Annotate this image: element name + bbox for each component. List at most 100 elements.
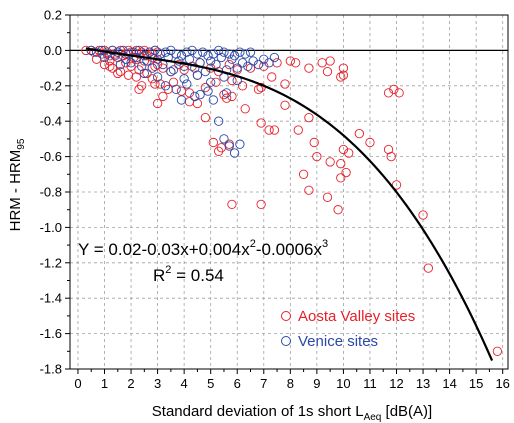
point-aosta bbox=[115, 66, 126, 77]
point-aosta bbox=[391, 180, 402, 190]
fit-equation: Y = 0.02-0.03x+0.004x2-0.0006x3 bbox=[78, 238, 328, 259]
point-aosta bbox=[184, 97, 195, 107]
fit-curve-path bbox=[85, 47, 494, 362]
x-tick-label: 2 bbox=[127, 376, 134, 391]
y-tick-label: -1.8 bbox=[40, 362, 62, 377]
y-tick-label: 0.0 bbox=[44, 43, 62, 58]
point-venice bbox=[182, 47, 192, 57]
point-aosta bbox=[333, 205, 343, 215]
point-venice bbox=[203, 86, 213, 96]
y-tick-label: -0.6 bbox=[40, 149, 62, 164]
point-venice bbox=[155, 49, 165, 59]
point-aosta bbox=[131, 72, 142, 82]
point-venice bbox=[126, 58, 136, 68]
point-aosta bbox=[126, 61, 136, 71]
y-tick-label: -0.8 bbox=[40, 185, 62, 200]
point-aosta bbox=[224, 139, 234, 149]
point-venice bbox=[229, 148, 240, 158]
point-aosta bbox=[240, 104, 250, 114]
point-aosta bbox=[113, 68, 123, 79]
point-aosta bbox=[338, 63, 349, 73]
point-venice bbox=[176, 95, 187, 105]
x-tick-label: 16 bbox=[495, 376, 509, 391]
point-venice bbox=[166, 45, 176, 56]
point-aosta bbox=[264, 125, 274, 135]
point-aosta bbox=[293, 125, 303, 135]
point-venice bbox=[232, 63, 242, 73]
point-aosta bbox=[341, 167, 351, 178]
point-venice bbox=[171, 49, 181, 59]
point-venice bbox=[168, 65, 179, 75]
point-venice bbox=[259, 54, 269, 64]
point-venice bbox=[91, 47, 102, 57]
point-aosta bbox=[259, 61, 269, 71]
x-tick-label: 4 bbox=[181, 376, 188, 391]
y-tick-label: -1.4 bbox=[40, 291, 62, 306]
point-aosta bbox=[290, 58, 301, 68]
point-aosta bbox=[304, 63, 314, 73]
point-venice bbox=[179, 74, 189, 84]
point-venice bbox=[147, 63, 157, 73]
point-aosta bbox=[237, 81, 248, 91]
point-venice bbox=[184, 54, 195, 64]
point-venice bbox=[99, 52, 110, 63]
point-venice bbox=[264, 58, 274, 68]
point-aosta bbox=[280, 100, 290, 110]
x-tick-label: 0 bbox=[74, 376, 81, 391]
point-aosta bbox=[214, 146, 224, 156]
point-venice bbox=[248, 56, 258, 66]
point-aosta bbox=[386, 151, 396, 162]
point-aosta bbox=[211, 77, 221, 87]
x-tick-label: 8 bbox=[287, 376, 294, 391]
point-venice bbox=[235, 139, 245, 149]
x-tick-label: 10 bbox=[336, 376, 350, 391]
point-venice bbox=[160, 81, 171, 91]
y-tick-label: -0.4 bbox=[40, 114, 62, 129]
point-aosta bbox=[344, 148, 354, 158]
legend-marker-aosta bbox=[281, 311, 291, 321]
point-aosta bbox=[280, 79, 290, 89]
point-aosta bbox=[176, 86, 187, 96]
axis-tick-labels: 0 1 2 3 4 5 6 7 8 9 10 11 12 13 14 15 160.20.0-0.2-0.4-0… bbox=[40, 8, 510, 392]
point-aosta bbox=[158, 63, 168, 73]
point-venice bbox=[150, 45, 160, 56]
axis-ticks bbox=[65, 14, 504, 374]
point-aosta bbox=[256, 118, 266, 128]
point-venice bbox=[192, 49, 203, 59]
point-aosta bbox=[107, 63, 118, 73]
point-venice bbox=[219, 47, 229, 57]
point-venice bbox=[211, 59, 221, 70]
point-venice bbox=[216, 52, 226, 63]
point-aosta bbox=[336, 72, 346, 82]
x-tick-label: 9 bbox=[313, 376, 320, 391]
point-venice bbox=[237, 58, 248, 68]
point-aosta bbox=[365, 137, 375, 148]
point-venice bbox=[187, 45, 197, 56]
point-aosta bbox=[338, 144, 349, 155]
point-aosta bbox=[304, 113, 314, 123]
point-venice bbox=[245, 47, 256, 57]
point-aosta bbox=[158, 91, 168, 102]
polynomial-fit-curve bbox=[85, 47, 494, 362]
point-aosta bbox=[155, 79, 165, 89]
point-venice bbox=[206, 77, 216, 87]
point-aosta bbox=[317, 58, 327, 68]
legend-label-venice: Venice sites bbox=[298, 333, 378, 350]
point-venice bbox=[214, 45, 224, 56]
point-aosta bbox=[168, 77, 179, 87]
point-aosta bbox=[221, 93, 232, 103]
point-aosta bbox=[322, 192, 333, 202]
point-aosta bbox=[423, 263, 434, 273]
point-aosta bbox=[389, 84, 399, 94]
point-venice bbox=[179, 61, 189, 71]
legend: Aosta Valley sites Venice sites bbox=[281, 308, 415, 350]
point-venice bbox=[208, 95, 218, 105]
y-tick-label: 0.2 bbox=[44, 8, 62, 23]
point-aosta bbox=[134, 84, 144, 94]
y-tick-label: -0.2 bbox=[40, 78, 62, 93]
point-aosta bbox=[336, 173, 346, 183]
point-venice bbox=[195, 90, 205, 100]
point-aosta bbox=[492, 346, 503, 356]
point-venice bbox=[115, 59, 126, 70]
